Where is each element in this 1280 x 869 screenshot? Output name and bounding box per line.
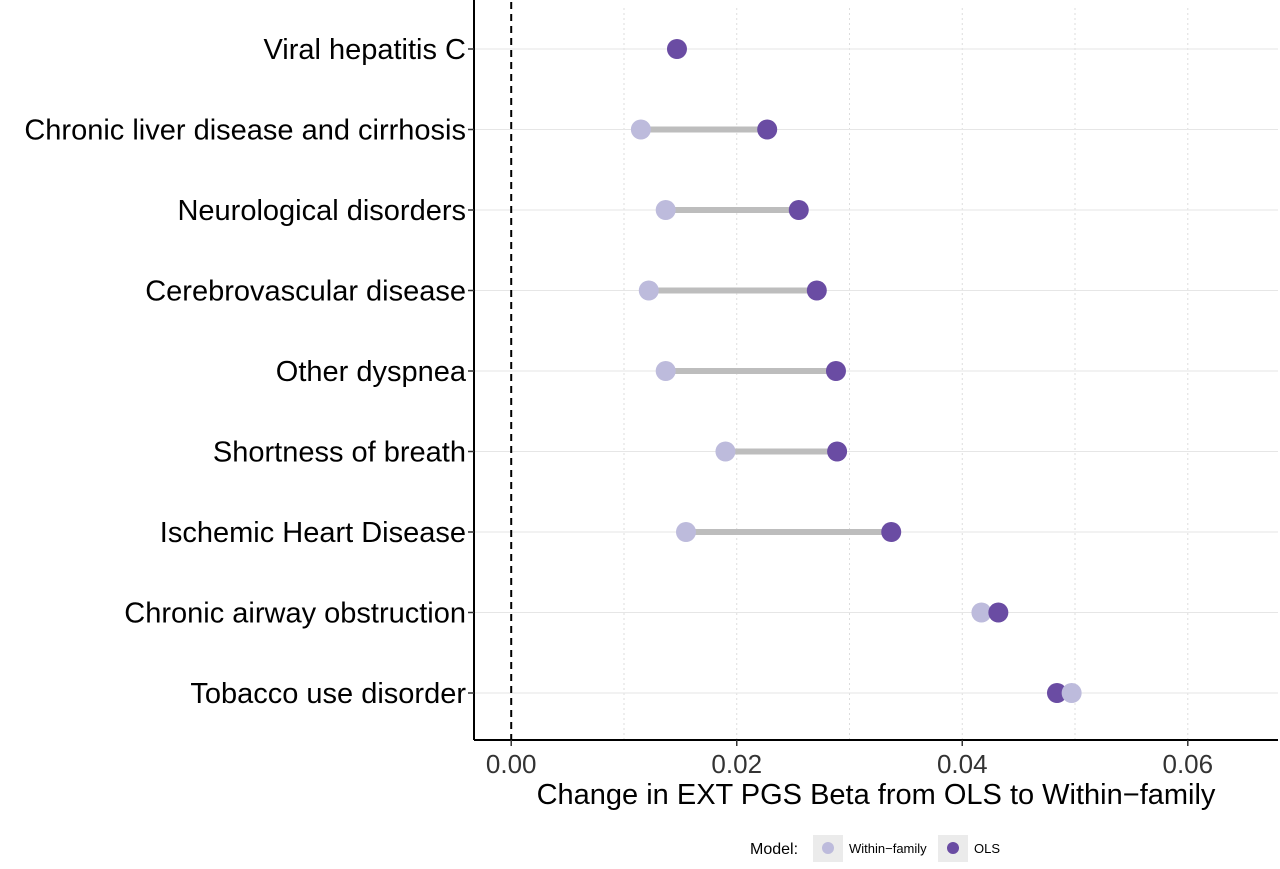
x-tick-label-0-06: 0.06 <box>1162 749 1213 779</box>
x-tick-label-0-04: 0.04 <box>937 749 988 779</box>
point-ols-neurological-disorders <box>788 200 809 220</box>
category-label-viral-hepatitis-c: Viral hepatitis C <box>263 34 466 66</box>
point-ols-shortness-of-breath <box>827 441 848 462</box>
point-within-family-chronic-airway-obstruction <box>971 602 992 623</box>
x-tick-label-0-02: 0.02 <box>711 749 762 779</box>
category-label-ischemic-heart-disease: Ischemic Heart Disease <box>160 517 466 549</box>
point-layer <box>630 39 1082 703</box>
axis-layer: Viral hepatitis C Chronic liver disease a… <box>24 0 1278 779</box>
point-ols-chronic-airway-obstruction <box>988 602 1009 623</box>
grid-layer <box>474 2 1278 740</box>
category-label-neurological-disorders: Neurological disorders <box>177 195 466 227</box>
category-label-chronic-liver-disease-and-cirrhosis: Chronic liver disease and cirrhosis <box>24 115 466 147</box>
point-ols-tobacco-use-disorder <box>1046 683 1067 703</box>
point-ols-cerebrovascular-disease <box>806 280 827 301</box>
legend-dot-within-family <box>822 842 834 854</box>
x-tick-label-0: 0.00 <box>486 749 537 779</box>
point-within-family-shortness-of-breath <box>715 441 736 462</box>
category-label-other-dyspnea: Other dyspnea <box>276 356 467 388</box>
point-ols-chronic-liver-disease-and-cirrhosis <box>757 119 778 140</box>
category-label-tobacco-use-disorder: Tobacco use disorder <box>190 678 466 710</box>
point-ols-other-dyspnea <box>825 361 846 381</box>
category-label-shortness-of-breath: Shortness of breath <box>213 437 466 469</box>
category-label-cerebrovascular-disease: Cerebrovascular disease <box>145 276 466 308</box>
point-within-family-other-dyspnea <box>655 361 676 381</box>
legend-label-ols: OLS <box>974 841 1000 856</box>
point-within-family-neurological-disorders <box>655 200 676 220</box>
legend-label-within-family: Within−family <box>849 841 927 856</box>
legend-title: Model: <box>750 841 798 858</box>
x-axis-title: Change in EXT PGS Beta from OLS to Withi… <box>537 779 1216 811</box>
point-within-family-chronic-liver-disease-and-cirrhosis <box>630 119 651 140</box>
legend: Model: Within−family OLS <box>750 835 1000 862</box>
point-ols-ischemic-heart-disease <box>881 522 902 542</box>
legend-dot-ols <box>947 842 959 854</box>
point-within-family-cerebrovascular-disease <box>638 280 659 301</box>
point-within-family-ischemic-heart-disease <box>675 522 696 542</box>
point-within-family-tobacco-use-disorder <box>1061 683 1082 703</box>
point-ols-viral-hepatitis-c <box>666 39 687 59</box>
category-label-chronic-airway-obstruction: Chronic airway obstruction <box>124 598 466 630</box>
